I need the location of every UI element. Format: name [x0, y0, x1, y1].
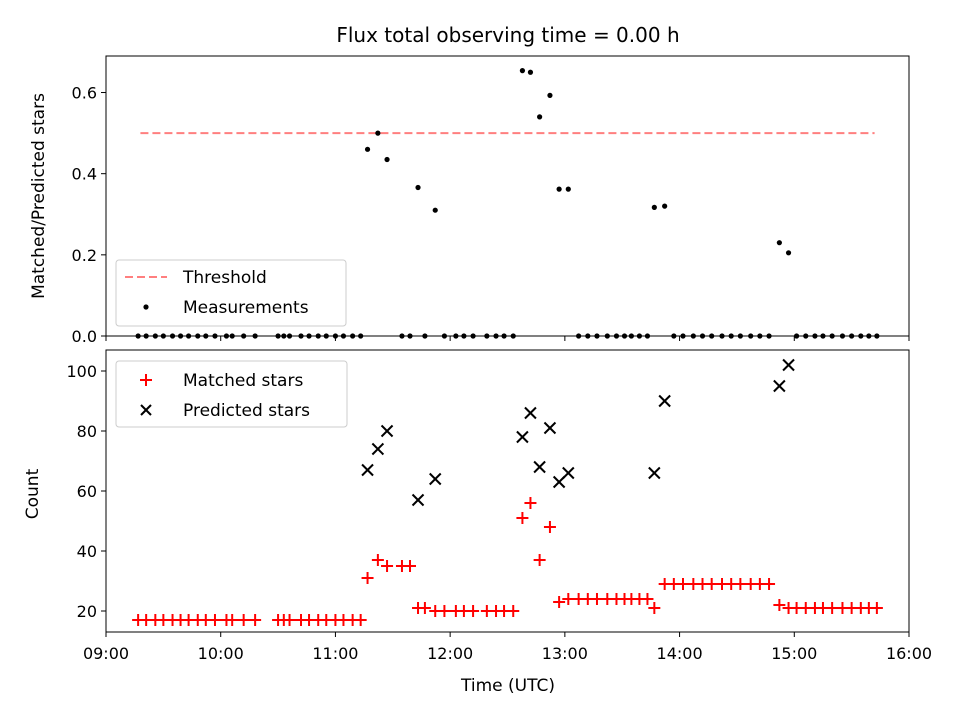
legend-threshold-label: Threshold — [182, 268, 267, 288]
top-y-tick-label: 0.0 — [72, 327, 97, 346]
predicted-star-point — [658, 394, 671, 408]
matched-star-point — [237, 614, 250, 626]
matched-star-point — [381, 560, 394, 572]
predicted-star-point — [773, 379, 786, 393]
measurement-point — [776, 240, 782, 246]
matched-star-point — [438, 605, 451, 617]
matched-star-point — [467, 605, 480, 617]
x-tick-label: 16:00 — [886, 644, 932, 663]
predicted-star-point — [411, 493, 425, 507]
bottom-legend-box — [115, 360, 348, 428]
measurement-point — [384, 156, 390, 163]
matched-star-point — [705, 578, 718, 590]
top-legend-box — [115, 259, 347, 327]
chart-title: Flux total observing time = 0.00 h — [336, 23, 679, 47]
measurement-point — [662, 203, 668, 209]
top-y-tick-label: 0.6 — [72, 84, 97, 103]
bottom-y-tick-label: 20 — [77, 602, 97, 621]
matched-star-point — [734, 578, 747, 590]
matched-star-point — [648, 602, 661, 614]
matched-star-point — [418, 602, 431, 614]
matched-star-point — [516, 512, 529, 524]
measurement-point — [537, 114, 543, 120]
bottom-y-tick-label: 40 — [77, 542, 97, 561]
predicted-star-point — [429, 472, 442, 486]
x-axis-label: Time (UTC) — [460, 676, 555, 696]
matched-star-point — [208, 614, 221, 626]
predicted-star-point — [361, 463, 374, 477]
predicted-star-point — [524, 406, 537, 420]
matched-star-point — [641, 593, 654, 605]
predicted-star-point — [533, 460, 546, 474]
count-panel: 20 40 60 80 100 09:00 10:00 11:00 12:00 13:00 14:0… — [23, 349, 932, 696]
matched-star-point — [403, 560, 416, 572]
bottom-y-tick-label: 60 — [77, 482, 97, 501]
measurement-point — [415, 184, 421, 191]
predicted-star-point — [782, 358, 795, 372]
matched-star-point — [590, 593, 603, 605]
legend-predicted-swatch — [140, 404, 152, 416]
measurement-point — [785, 250, 792, 256]
predicted-star-point — [371, 442, 385, 456]
matched-star-point — [763, 578, 776, 590]
top-plot-frame — [105, 55, 910, 337]
measurement-point — [651, 204, 657, 210]
legend-measurements-label: Measurements — [183, 298, 309, 318]
matched-star-point — [249, 614, 262, 626]
x-tick-label: 13:00 — [542, 644, 588, 663]
top-legend: Threshold Measurements — [115, 259, 347, 327]
x-tick-label: 14:00 — [657, 644, 703, 663]
measurement-point — [556, 186, 562, 192]
top-y-axis-label: Matched/Predicted stars — [29, 93, 49, 299]
predicted-star-point — [516, 430, 529, 444]
matched-star-point — [773, 599, 786, 611]
ratio-panel: Flux total observing time = 0.00 h 0.0 0.… — [29, 23, 910, 346]
matched-star-point — [543, 521, 556, 533]
matched-star-point — [524, 497, 537, 509]
matched-star-point — [507, 605, 520, 617]
matched-star-point — [870, 602, 883, 614]
top-y-tick-label: 0.2 — [72, 246, 97, 265]
measurement-point — [527, 69, 534, 75]
measurement-point — [547, 92, 553, 98]
matched-star-point — [283, 614, 296, 626]
legend-matched-label: Matched stars — [183, 371, 303, 391]
x-tick-label: 11:00 — [312, 644, 358, 663]
predicted-star-point — [648, 466, 661, 480]
legend-matched-swatch — [140, 374, 152, 386]
x-tick-label: 12:00 — [427, 644, 473, 663]
bottom-y-tick-label: 100 — [66, 362, 97, 381]
measurement-point — [519, 68, 526, 74]
predicted-star-point — [543, 421, 557, 435]
matched-star-point — [553, 596, 566, 608]
matched-star-point — [677, 578, 690, 590]
legend-predicted-label: Predicted stars — [183, 401, 310, 421]
predicted-star-point — [562, 466, 575, 480]
measurement-point — [432, 207, 438, 213]
top-y-tick-label: 0.4 — [72, 165, 97, 184]
predicted-star-point — [380, 424, 394, 438]
matched-star-point — [361, 572, 374, 584]
x-tick-label: 10:00 — [198, 644, 244, 663]
matched-star-point — [562, 593, 575, 605]
legend-measurements-swatch — [143, 304, 149, 310]
x-tick-label: 15:00 — [771, 644, 817, 663]
measurement-point — [375, 130, 381, 136]
measurement-point — [565, 186, 571, 192]
bottom-y-axis-label: Count — [23, 468, 43, 519]
matched-star-point — [533, 554, 546, 566]
matched-star-point — [371, 554, 384, 566]
measurement-point — [364, 146, 371, 152]
bottom-y-tick-label: 80 — [77, 422, 97, 441]
matched-star-point — [826, 602, 839, 614]
matched-star-point — [354, 614, 367, 626]
bottom-legend: Matched stars Predicted stars — [115, 360, 348, 428]
matched-star-point — [226, 614, 239, 626]
x-tick-label: 09:00 — [83, 644, 129, 663]
